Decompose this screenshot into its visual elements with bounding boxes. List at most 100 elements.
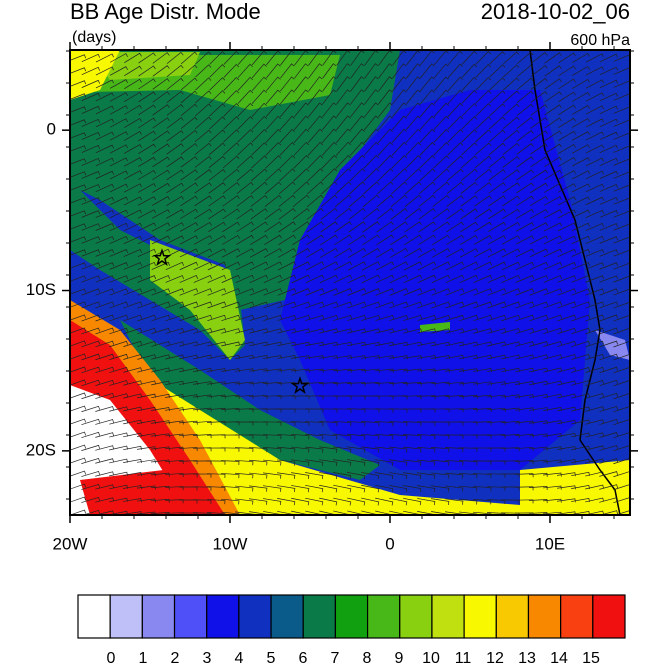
barb bbox=[109, 53, 128, 63]
barb bbox=[599, 105, 618, 115]
barb bbox=[571, 183, 590, 193]
barb bbox=[81, 366, 101, 374]
barb bbox=[417, 341, 436, 347]
barb bbox=[109, 275, 129, 283]
barb bbox=[543, 498, 562, 503]
barb bbox=[599, 79, 618, 89]
barb bbox=[109, 367, 128, 373]
barb bbox=[599, 170, 619, 179]
barb bbox=[70, 405, 87, 412]
barb bbox=[81, 275, 101, 283]
barb bbox=[362, 207, 380, 220]
barb bbox=[530, 182, 548, 194]
barb bbox=[571, 327, 591, 335]
colorbar-label: 7 bbox=[331, 650, 340, 667]
barb bbox=[319, 355, 338, 360]
barb bbox=[291, 328, 310, 334]
barb bbox=[501, 288, 521, 296]
barb bbox=[195, 64, 212, 78]
barb bbox=[221, 498, 240, 505]
barb bbox=[70, 340, 87, 347]
barb bbox=[70, 158, 87, 165]
barb bbox=[474, 168, 492, 181]
barb bbox=[208, 182, 226, 194]
barb bbox=[445, 485, 464, 492]
barb bbox=[192, 512, 212, 515]
barb bbox=[207, 248, 226, 258]
barb bbox=[333, 459, 352, 466]
barb bbox=[446, 181, 464, 194]
barb bbox=[319, 497, 338, 506]
barb bbox=[235, 314, 254, 321]
barb bbox=[489, 90, 506, 104]
barb bbox=[571, 367, 590, 373]
barb bbox=[392, 102, 407, 118]
barb bbox=[361, 459, 380, 466]
barb bbox=[81, 197, 101, 205]
barb bbox=[403, 288, 423, 296]
colorbar-box bbox=[527, 594, 562, 639]
barb bbox=[544, 52, 562, 64]
barb bbox=[487, 314, 507, 322]
barb bbox=[419, 168, 436, 182]
barb bbox=[109, 314, 129, 322]
barb bbox=[389, 497, 408, 506]
barb bbox=[70, 106, 87, 113]
barb bbox=[209, 64, 226, 78]
barb bbox=[572, 78, 590, 89]
barb bbox=[431, 341, 450, 347]
barb bbox=[109, 66, 128, 76]
barb bbox=[152, 65, 170, 77]
barb bbox=[237, 89, 253, 104]
barb bbox=[137, 209, 156, 219]
barb bbox=[319, 459, 338, 466]
barb bbox=[362, 221, 380, 233]
barb bbox=[472, 473, 492, 479]
barb bbox=[123, 419, 142, 425]
barb bbox=[194, 142, 212, 155]
barb bbox=[515, 328, 534, 334]
barb bbox=[502, 90, 520, 104]
barb bbox=[502, 222, 520, 232]
x-tick-label: 0 bbox=[385, 534, 394, 553]
barb bbox=[391, 115, 407, 131]
barb bbox=[557, 419, 576, 425]
barb bbox=[488, 208, 506, 220]
barb bbox=[431, 328, 450, 334]
barb bbox=[193, 314, 213, 322]
barb bbox=[307, 128, 323, 144]
barb bbox=[123, 157, 142, 167]
barb bbox=[405, 141, 422, 156]
barb bbox=[375, 261, 394, 271]
barb bbox=[152, 104, 170, 116]
barb bbox=[544, 156, 562, 168]
barb bbox=[305, 288, 325, 296]
barb bbox=[431, 301, 451, 309]
barb bbox=[445, 314, 464, 321]
barb bbox=[221, 485, 240, 492]
barb bbox=[349, 181, 366, 195]
barb bbox=[164, 486, 184, 491]
barb bbox=[279, 102, 295, 118]
barb bbox=[333, 472, 352, 480]
barb bbox=[70, 483, 87, 490]
barb bbox=[613, 67, 630, 75]
barb bbox=[486, 447, 506, 452]
barb bbox=[249, 498, 268, 505]
barb bbox=[557, 183, 576, 193]
barb bbox=[557, 170, 576, 180]
barb bbox=[222, 195, 240, 207]
barb bbox=[502, 156, 520, 168]
barb bbox=[613, 223, 630, 231]
barb bbox=[391, 155, 408, 169]
barb bbox=[292, 248, 310, 258]
barb bbox=[223, 50, 240, 65]
barb bbox=[349, 141, 365, 156]
barb bbox=[543, 341, 562, 347]
barb bbox=[530, 51, 548, 64]
barb bbox=[516, 169, 534, 181]
barb bbox=[599, 314, 619, 322]
barb bbox=[109, 406, 128, 412]
barb bbox=[403, 497, 422, 506]
barb bbox=[557, 262, 577, 270]
